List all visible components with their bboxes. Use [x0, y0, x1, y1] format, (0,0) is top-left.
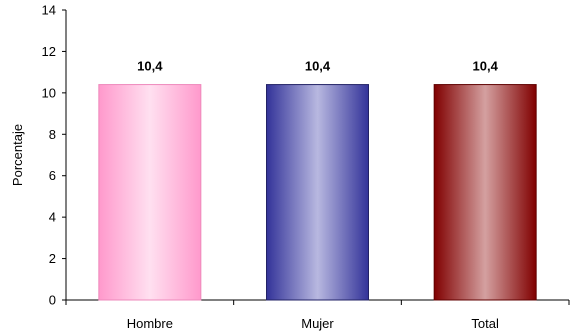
data-label-mujer: 10,4 [305, 59, 331, 74]
bars [98, 84, 537, 301]
category-label-total: Total [471, 316, 499, 331]
bar-mujer [266, 84, 369, 301]
y-tick-label: 14 [42, 3, 56, 18]
y-ticks: 0 2 4 6 8 10 12 14 [42, 3, 66, 308]
y-tick-label: 8 [49, 127, 56, 142]
bar-hombre [98, 84, 202, 301]
y-tick-label: 4 [49, 210, 56, 225]
data-labels: 10,4 10,4 10,4 [137, 59, 498, 74]
y-tick-label: 0 [49, 293, 56, 308]
category-label-mujer: Mujer [301, 316, 334, 331]
data-label-hombre: 10,4 [137, 59, 163, 74]
category-labels: Hombre Mujer Total [127, 316, 499, 331]
x-ticks [65, 300, 570, 305]
y-tick-label: 10 [42, 85, 56, 100]
y-axis-title: Porcentaje [10, 124, 25, 186]
y-tick-label: 6 [49, 168, 56, 183]
category-label-hombre: Hombre [127, 316, 173, 331]
y-tick-label: 2 [49, 251, 56, 266]
bar-total [433, 84, 537, 301]
data-label-total: 10,4 [473, 59, 499, 74]
y-tick-label: 12 [42, 44, 56, 59]
